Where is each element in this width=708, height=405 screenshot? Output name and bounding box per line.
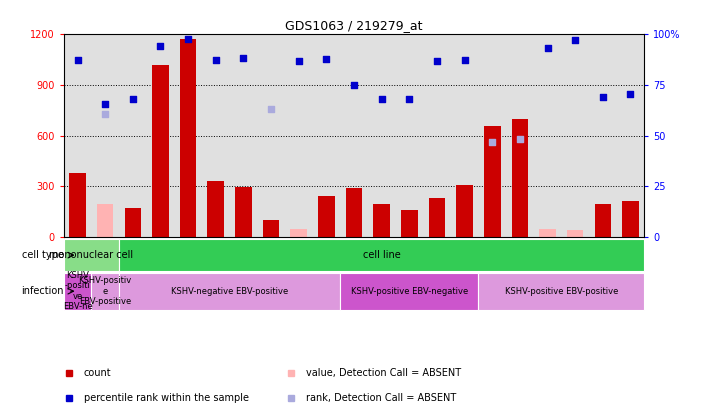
Bar bbox=[64, 239, 119, 271]
Bar bbox=[428, 198, 445, 237]
Text: cell line: cell line bbox=[362, 250, 401, 260]
Bar bbox=[318, 196, 335, 237]
Text: KSHV-positive EBV-positive: KSHV-positive EBV-positive bbox=[505, 287, 618, 296]
Bar bbox=[373, 204, 390, 237]
Text: percentile rank within the sample: percentile rank within the sample bbox=[84, 393, 249, 403]
Bar bbox=[346, 188, 362, 237]
Point bbox=[100, 111, 111, 117]
Bar bbox=[512, 119, 528, 237]
Point bbox=[376, 95, 387, 102]
Point bbox=[210, 57, 222, 63]
Bar bbox=[401, 210, 418, 237]
Point bbox=[155, 43, 166, 49]
Bar bbox=[207, 181, 224, 237]
Text: value, Detection Call = ABSENT: value, Detection Call = ABSENT bbox=[306, 369, 461, 378]
Point bbox=[486, 139, 498, 146]
Point bbox=[542, 45, 553, 51]
Title: GDS1063 / 219279_at: GDS1063 / 219279_at bbox=[285, 19, 423, 32]
Point bbox=[321, 55, 332, 62]
Point bbox=[293, 58, 304, 65]
Bar bbox=[64, 273, 91, 310]
Bar bbox=[622, 202, 639, 237]
Point bbox=[624, 91, 636, 98]
Point bbox=[266, 105, 277, 112]
Bar bbox=[119, 273, 340, 310]
Bar bbox=[91, 273, 119, 310]
Text: infection: infection bbox=[21, 286, 64, 296]
Bar bbox=[290, 229, 307, 237]
Text: mononuclear cell: mononuclear cell bbox=[50, 250, 133, 260]
Text: cell type: cell type bbox=[22, 250, 64, 260]
Point bbox=[348, 82, 360, 88]
Text: KSHV-positive EBV-negative: KSHV-positive EBV-negative bbox=[350, 287, 468, 296]
Bar bbox=[484, 126, 501, 237]
Point bbox=[404, 95, 415, 102]
Bar bbox=[97, 204, 113, 237]
Bar bbox=[152, 65, 169, 237]
Point bbox=[597, 94, 608, 100]
Bar bbox=[595, 204, 611, 237]
Point bbox=[183, 36, 194, 43]
Point bbox=[514, 136, 525, 142]
Bar bbox=[456, 185, 473, 237]
Bar bbox=[340, 273, 479, 310]
Point bbox=[569, 37, 581, 44]
Text: rank, Detection Call = ABSENT: rank, Detection Call = ABSENT bbox=[306, 393, 456, 403]
Bar bbox=[180, 40, 196, 237]
Bar bbox=[125, 208, 141, 237]
Bar bbox=[263, 220, 280, 237]
Bar bbox=[539, 229, 556, 237]
Bar bbox=[567, 230, 583, 237]
Point bbox=[127, 95, 139, 102]
Point bbox=[459, 57, 470, 63]
Text: count: count bbox=[84, 369, 111, 378]
Text: KSHV
-positi
ve
EBV-ne: KSHV -positi ve EBV-ne bbox=[63, 271, 93, 311]
Point bbox=[431, 58, 442, 65]
Bar bbox=[479, 273, 644, 310]
Point bbox=[238, 55, 249, 61]
Text: KSHV-positiv
e
EBV-positive: KSHV-positiv e EBV-positive bbox=[79, 276, 132, 306]
Point bbox=[72, 57, 84, 63]
Bar bbox=[235, 187, 252, 237]
Point bbox=[100, 100, 111, 107]
Text: KSHV-negative EBV-positive: KSHV-negative EBV-positive bbox=[171, 287, 288, 296]
Bar bbox=[69, 173, 86, 237]
